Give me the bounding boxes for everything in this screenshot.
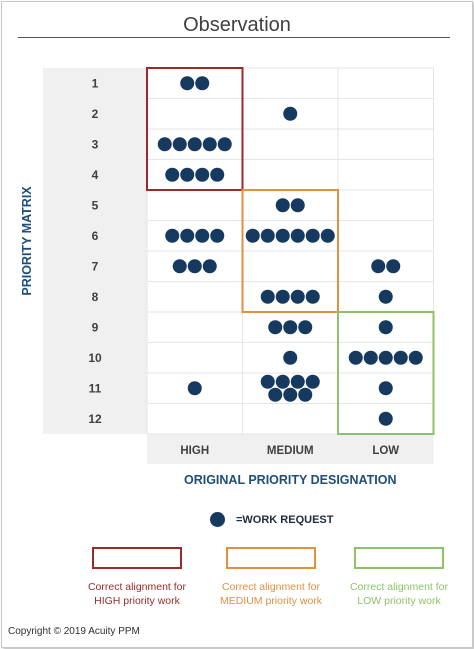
legend-text-medium-line1: Correct alignment for <box>221 581 321 593</box>
row-label-11: 11 <box>89 381 102 395</box>
legend-box-high <box>92 547 182 569</box>
work-request-dot-row6-medium <box>245 228 260 243</box>
copyright-footer: Copyright © 2019 Acuity PPM <box>8 626 140 637</box>
work-request-dot-row4-high <box>165 167 180 182</box>
work-request-dot-row9-low <box>378 320 393 335</box>
work-request-dot-row10-low <box>408 350 423 365</box>
work-request-dot-row8-low <box>378 289 393 304</box>
work-request-dot-row6-medium <box>305 228 320 243</box>
row-label-5: 5 <box>92 198 99 212</box>
category-label-low: LOW <box>372 445 399 457</box>
work-request-dot-row7-low <box>386 259 401 274</box>
work-request-dot-row8-medium <box>305 289 320 304</box>
work-request-dot-row7-low <box>371 259 386 274</box>
work-request-dot-row3-high <box>202 137 217 152</box>
work-request-dot-row7-high <box>202 259 217 274</box>
work-request-dot-row6-high <box>180 228 195 243</box>
legend-box-medium <box>226 547 316 569</box>
row-label-9: 9 <box>92 320 99 334</box>
work-request-dot-row3-high <box>187 137 202 152</box>
title-divider <box>18 37 450 38</box>
work-request-dot-row1-high <box>180 76 195 91</box>
work-request-dot-row3-high <box>157 137 172 152</box>
work-request-dot-row6-medium <box>290 228 305 243</box>
work-request-dot-row11-medium <box>283 387 298 402</box>
legend-text-medium-line2: MEDIUM priority work <box>219 595 323 607</box>
work-request-dot-row6-medium <box>260 228 275 243</box>
row-label-background <box>43 68 147 434</box>
work-request-dot-row5-medium <box>290 198 305 213</box>
x-axis-title: ORIGINAL PRIORITY DESIGNATION <box>184 473 397 487</box>
work-request-dot-row11-medium <box>260 374 275 389</box>
alignment-box-high <box>146 67 244 191</box>
category-label-medium: MEDIUM <box>267 445 314 457</box>
work-request-dot-row11-medium <box>268 387 283 402</box>
legend-text-high: Correct alignment for HIGH priority work <box>72 580 202 608</box>
legend-box-low <box>354 547 444 569</box>
row-label-1: 1 <box>92 76 99 90</box>
work-request-dot-row10-low <box>378 350 393 365</box>
y-axis-title: PRIORITY MATRIX <box>20 186 34 296</box>
category-label-high: HIGH <box>180 445 209 457</box>
row-label-12: 12 <box>88 412 102 426</box>
work-request-dot-row10-low <box>393 350 408 365</box>
work-request-dot-row6-medium <box>320 228 335 243</box>
work-request-dot-row11-medium <box>290 374 305 389</box>
row-label-6: 6 <box>92 229 99 243</box>
work-request-dot-row1-high <box>195 76 210 91</box>
work-request-dot-row4-high <box>210 167 225 182</box>
row-label-10: 10 <box>88 351 102 365</box>
work-request-dot-row11-medium <box>298 387 313 402</box>
work-request-dot-row11-medium <box>275 374 290 389</box>
row-label-7: 7 <box>92 259 99 273</box>
work-request-dot-row12-low <box>378 411 393 426</box>
work-request-dot-row6-high <box>210 228 225 243</box>
legend-text-high-line1: Correct alignment for <box>87 581 187 593</box>
work-request-dot-row6-medium <box>275 228 290 243</box>
category-label-background <box>147 434 434 464</box>
work-request-dot-row4-high <box>180 167 195 182</box>
legend-text-low-line2: LOW priority work <box>357 595 441 607</box>
work-request-dot-row4-high <box>195 167 210 182</box>
work-request-legend-marker <box>210 512 225 527</box>
work-request-dot-row7-high <box>172 259 187 274</box>
row-label-4: 4 <box>92 168 99 182</box>
work-request-dot-row6-high <box>165 228 180 243</box>
work-request-dot-row11-medium <box>305 374 320 389</box>
work-request-dot-row3-high <box>217 137 232 152</box>
work-request-dot-row5-medium <box>275 198 290 213</box>
row-label-3: 3 <box>92 137 99 151</box>
work-request-dot-row8-medium <box>290 289 305 304</box>
work-request-dot-row6-high <box>195 228 210 243</box>
alignment-box-medium <box>241 189 339 313</box>
work-request-dot-row10-low <box>363 350 378 365</box>
work-request-legend-label: =WORK REQUEST <box>236 514 334 526</box>
work-request-dot-row9-medium <box>298 320 313 335</box>
legend-text-low: Correct alignment for LOW priority work <box>334 580 464 608</box>
work-request-dot-row9-medium <box>283 320 298 335</box>
legend-text-low-line1: Correct alignment for <box>349 581 449 593</box>
row-label-2: 2 <box>92 107 99 121</box>
work-request-dot-row3-high <box>172 137 187 152</box>
legend-text-high-line2: HIGH priority work <box>94 595 180 607</box>
work-request-dot-row10-low <box>348 350 363 365</box>
work-request-dot-row10-medium <box>283 350 298 365</box>
work-request-dot-row8-medium <box>260 289 275 304</box>
row-label-8: 8 <box>92 290 99 304</box>
work-request-dot-row8-medium <box>275 289 290 304</box>
work-request-dot-row2-medium <box>283 106 298 121</box>
legend-text-medium: Correct alignment for MEDIUM priority wo… <box>206 580 336 608</box>
work-request-dot-row11-low <box>378 381 393 396</box>
work-request-dot-row9-medium <box>268 320 283 335</box>
work-request-dot-row11-high <box>187 381 202 396</box>
work-request-dot-row7-high <box>187 259 202 274</box>
alignment-box-low <box>337 311 435 435</box>
chart-title: Observation <box>183 14 291 36</box>
